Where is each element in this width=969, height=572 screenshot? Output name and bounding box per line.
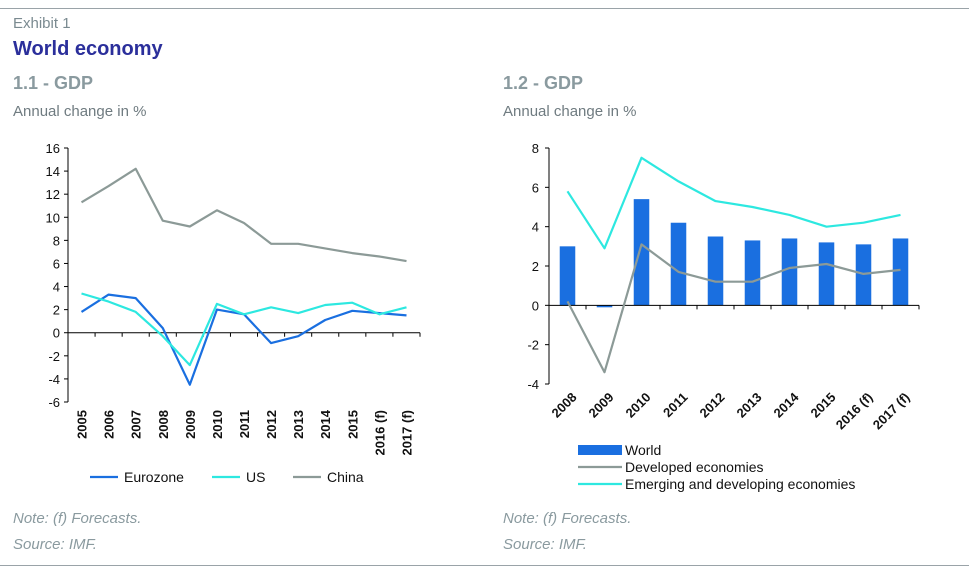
y-tick-label: 8 [53, 233, 60, 248]
y-tick-label: 10 [46, 210, 60, 225]
x-tick-label: 2005 [75, 410, 90, 439]
y-tick-label: 6 [53, 256, 60, 271]
panel-1-note: Note: (f) Forecasts. [13, 510, 142, 527]
y-tick-label: 2 [53, 303, 60, 318]
x-tick-label: 2007 [129, 410, 144, 439]
legend-label-emerging-and-developing-economies: Emerging and developing economies [625, 476, 855, 492]
panel-1-title: 1.1 - GDP [13, 73, 94, 93]
x-tick-label: 2008 [156, 410, 171, 439]
x-tick-label: 2017 (f) [870, 390, 913, 433]
y-tick-label: 14 [46, 164, 60, 179]
x-tick-label: 2009 [586, 390, 617, 421]
bottom-rule [0, 565, 969, 566]
x-tick-label: 2014 [771, 389, 803, 421]
legend-label-eurozone: Eurozone [124, 469, 184, 485]
series-line-us [81, 292, 407, 367]
y-tick-label: -2 [48, 349, 60, 364]
y-tick-label: -4 [527, 377, 539, 392]
bar-world [818, 242, 835, 306]
x-tick-label: 2015 [345, 410, 360, 439]
y-tick-label: 8 [532, 141, 539, 156]
legend-label-china: China [327, 469, 364, 485]
y-tick-label: 12 [46, 187, 60, 202]
page-title: World economy [13, 38, 163, 60]
x-tick-label: 2010 [210, 410, 225, 439]
y-tick-label: 2 [532, 259, 539, 274]
legend-label-us: US [246, 469, 265, 485]
y-tick-label: 6 [532, 180, 539, 195]
bar-world [707, 236, 724, 306]
x-tick-label: 2011 [660, 390, 691, 421]
y-tick-label: 0 [532, 298, 539, 313]
bar-world [892, 238, 909, 306]
bar-world [596, 305, 613, 308]
y-tick-label: 0 [53, 326, 60, 341]
y-tick-label: -2 [527, 338, 539, 353]
legend-label-developed-economies: Developed economies [625, 459, 764, 475]
panel-1-subtitle: Annual change in % [13, 103, 147, 120]
panel-2-source: Source: IMF. [503, 536, 587, 553]
bar-world [633, 199, 650, 306]
x-tick-label: 2006 [102, 410, 117, 439]
series-line-developed-economies [566, 243, 901, 374]
bar-world [744, 240, 761, 306]
x-tick-label: 2015 [808, 390, 839, 421]
x-tick-label: 2012 [697, 390, 728, 421]
x-tick-label: 2010 [623, 390, 654, 421]
y-tick-label: -4 [48, 372, 60, 387]
exhibit-label: Exhibit 1 [13, 15, 71, 32]
bar-world [781, 238, 798, 306]
x-tick-label: 2012 [264, 410, 279, 439]
x-tick-label: 2013 [291, 410, 306, 439]
legend-label-world: World [625, 442, 661, 458]
x-tick-label: 2011 [237, 410, 252, 438]
panel-1-source: Source: IMF. [13, 536, 97, 553]
y-tick-label: 16 [46, 141, 60, 156]
x-tick-label: 2013 [734, 390, 765, 421]
y-tick-label: -6 [48, 395, 60, 410]
x-tick-label: 2009 [183, 410, 198, 439]
x-tick-label: 2016 (f) [833, 390, 876, 433]
panel-2-subtitle: Annual change in % [503, 103, 637, 120]
bar-world [670, 222, 687, 306]
x-tick-label: 2014 [318, 409, 333, 439]
panel-2-title: 1.2 - GDP [503, 73, 584, 93]
x-tick-label: 2016 (f) [372, 410, 387, 456]
series-line-emerging-and-developing-economies [566, 156, 901, 250]
panel-2-note: Note: (f) Forecasts. [503, 510, 632, 527]
y-tick-label: 4 [532, 220, 539, 235]
top-rule [0, 8, 969, 9]
bar-world [559, 246, 576, 306]
series-line-china [80, 167, 407, 263]
y-tick-label: 4 [53, 280, 60, 295]
x-tick-label: 2017 (f) [399, 410, 414, 456]
x-tick-label: 2008 [549, 390, 580, 421]
legend-swatch-world [578, 445, 622, 455]
